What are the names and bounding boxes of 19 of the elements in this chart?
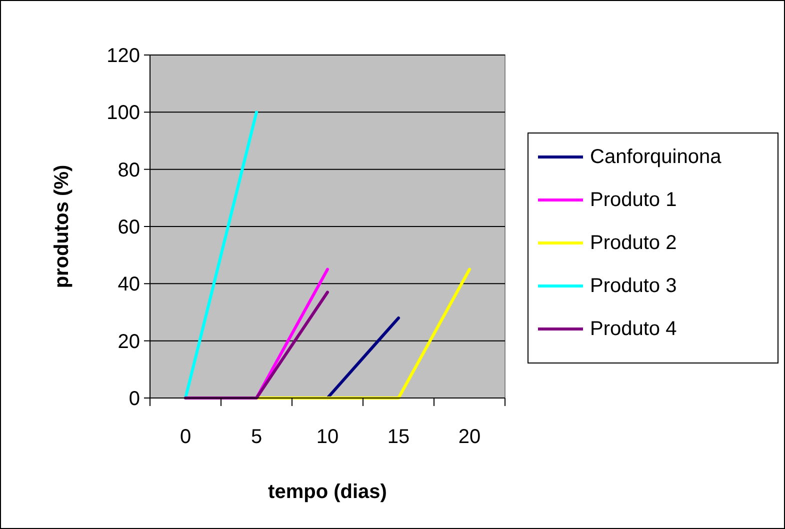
y-tick-label: 0 bbox=[128, 388, 140, 410]
y-tick-label: 120 bbox=[106, 45, 140, 67]
legend-label: Canforquinona bbox=[590, 146, 722, 168]
x-axis-title: tempo (dias) bbox=[268, 481, 387, 503]
x-tick-label: 5 bbox=[250, 426, 262, 448]
x-tick-label: 10 bbox=[316, 426, 339, 448]
legend-label: Produto 4 bbox=[590, 318, 677, 340]
legend-label: Produto 3 bbox=[590, 275, 677, 297]
y-tick-label: 40 bbox=[118, 274, 140, 296]
x-tick-label: 0 bbox=[180, 426, 192, 448]
y-tick-label: 100 bbox=[106, 102, 140, 124]
y-tick-label: 20 bbox=[118, 330, 140, 353]
legend-label: Produto 1 bbox=[590, 189, 677, 211]
y-axis-title: produtos (%) bbox=[51, 164, 73, 288]
legend-label: Produto 2 bbox=[590, 232, 677, 254]
x-tick-label: 15 bbox=[387, 426, 410, 448]
y-tick-label: 60 bbox=[118, 216, 140, 238]
x-tick-label: 20 bbox=[458, 426, 481, 448]
y-tick-label: 80 bbox=[118, 159, 140, 182]
